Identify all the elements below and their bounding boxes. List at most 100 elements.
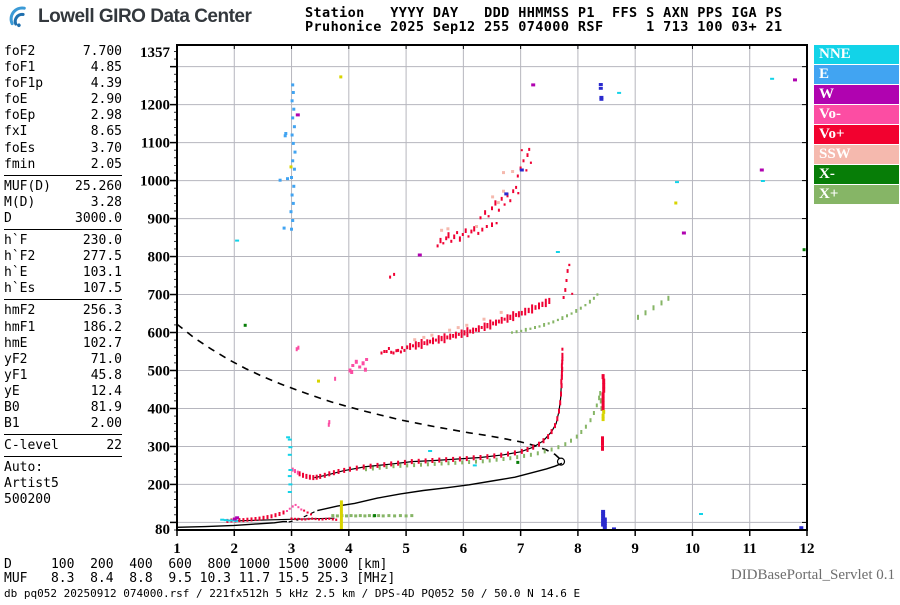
svg-text:7: 7 [517,541,525,557]
auto-block: Auto: Artist5 500200 [4,460,122,510]
param-value: 3.28 [90,194,122,210]
legend-item-Vo-: Vo- [814,105,899,124]
param-label: D [4,210,12,226]
param-row-yE: yE 12.4 [4,384,122,400]
svg-text:9: 9 [631,541,639,557]
param-value: 186.2 [82,319,122,335]
y-axis-labels: 1357 1200 1100 1000 900 800 700 600 500 400 300 200… [140,45,171,538]
series-o-trace-f-layer [298,347,564,481]
svg-text:11: 11 [743,541,757,557]
svg-text:12: 12 [800,541,815,557]
auto-line: Auto: [4,460,44,476]
station-header: Station YYYY DAY DDD HHMMSS P1 FFS S AXN… [305,6,783,34]
series-second-order-x-band [511,293,670,334]
param-row-hmE: hmE 102.7 [4,336,122,352]
param-value: 3000.0 [75,210,122,226]
series-e-blue-column [278,83,297,231]
param-row-fmin: fmin 2.05 [4,157,122,173]
param-group-1: MUF(D) 25.260 M(D) 3.28 D 3000.0 [4,179,122,231]
param-group-4: C-level 22 [4,438,122,458]
param-label: hmE [4,335,28,351]
legend-item-SSW: SSW [814,145,899,164]
param-value: 2.90 [90,92,122,108]
series-f-trace-start-pink [291,345,337,475]
param-label: foF1p [4,76,44,92]
giro-logo-icon [9,6,26,28]
param-row-hmF1: hmF1 186.2 [4,320,122,336]
param-value: 107.5 [82,281,122,297]
svg-text:600: 600 [148,326,171,342]
svg-text:5: 5 [402,541,410,557]
legend-item-X-: X- [814,165,899,184]
param-label: foF1 [4,60,36,76]
svg-text:800: 800 [148,250,171,266]
series-second-order-o-lead [380,272,406,355]
param-value: 12.4 [90,383,122,399]
series-o-trace-e-layer [226,509,338,523]
param-row-h`F2: h`F2 277.5 [4,249,122,265]
param-value: 2.05 [90,156,122,172]
auto-line: Artist5 [4,476,59,492]
svg-text:400: 400 [148,401,171,417]
svg-text:1000: 1000 [140,174,170,190]
param-value: 102.7 [82,335,122,351]
footer-distance-row: D 100 200 400 600 800 1000 1500 3000 [km… [4,557,388,572]
gridlines [177,45,807,530]
param-value: 81.9 [90,399,122,415]
series-x-cusp-yellow [601,409,606,422]
station-header-line2: Pruhonice 2025 Sep12 255 074000 RSF 1 71… [305,19,783,35]
svg-text:1200: 1200 [140,98,170,114]
param-row-fxI: fxI 8.65 [4,124,122,140]
param-value: 2.00 [90,416,122,432]
svg-text:6: 6 [460,541,468,557]
param-value: 7.700 [82,44,122,59]
plot-frame [170,44,808,536]
svg-text:10: 10 [685,541,700,557]
series-ssw-scatter [413,170,515,342]
param-value: 8.65 [90,124,122,140]
param-row-C-level: C-level 22 [4,438,122,454]
svg-text:1100: 1100 [141,136,170,152]
param-label: h`F2 [4,249,36,265]
param-label: fxI [4,124,28,140]
svg-text:4: 4 [345,541,353,557]
svg-text:200: 200 [148,477,171,493]
series-yellow-marker-line [339,500,343,530]
param-label: foEs [4,140,36,156]
param-label: yE [4,383,20,399]
series-profile-peak-hook [556,457,566,466]
param-row-foE: foE 2.90 [4,92,122,108]
svg-text:700: 700 [148,288,171,304]
param-label: B1 [4,416,20,432]
servlet-credit: DIDBasePortal_Servlet 0.1 [730,567,895,583]
series-profile-true-height [176,520,287,528]
direction-legend: NNE E W Vo- Vo+ SSW X- X+ [814,45,899,205]
param-label: yF2 [4,351,28,367]
param-label: h`E [4,265,28,281]
param-label: C-level [4,438,59,454]
param-label: foEp [4,108,36,124]
param-row-h`F: h`F 230.0 [4,233,122,249]
param-row-foEp: foEp 2.98 [4,108,122,124]
svg-text:900: 900 [148,212,171,228]
svg-text:500: 500 [148,363,171,379]
param-row-yF2: yF2 71.0 [4,352,122,368]
param-value: 71.0 [90,351,122,367]
legend-item-E: E [814,65,899,84]
station-header-line1: Station YYYY DAY DDD HHMMSS P1 FFS S AXN… [305,5,783,21]
series-navy-scatter [504,83,804,531]
logo-text: Lowell GIRO Data Center [38,6,252,27]
series-profile-f-region [317,462,563,512]
footer-muf-row: MUF 8.3 8.4 8.8 9.5 10.3 11.7 15.5 25.3 … [4,571,396,586]
param-label: h`Es [4,281,36,297]
svg-text:1357: 1357 [140,45,171,61]
svg-text:80: 80 [155,522,170,538]
param-row-B1: B1 2.00 [4,416,122,432]
series-nne-cyan-scatter [220,77,775,522]
param-label: hmF1 [4,319,36,335]
param-row-h`E: h`E 103.1 [4,265,122,281]
svg-text:3: 3 [288,541,296,557]
param-row-D: D 3000.0 [4,211,122,227]
